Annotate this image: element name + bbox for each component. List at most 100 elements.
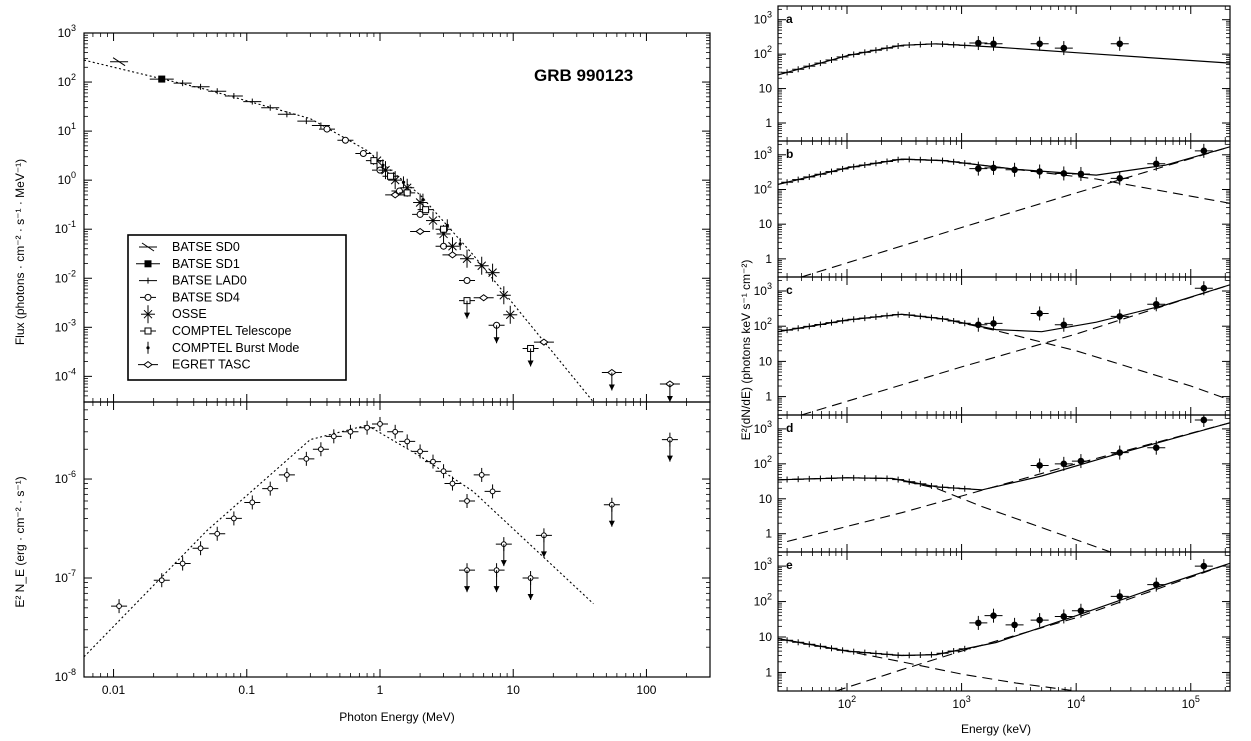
y-tick-label: 102: [58, 72, 76, 89]
legend: BATSE SD0 BATSE SD1 BATSE LAD0 BATSE SD4 OSS…: [127, 234, 347, 381]
low-energy-point: [869, 475, 882, 482]
low-energy-point: [936, 650, 949, 657]
legend-marker: [146, 341, 150, 354]
low-energy-point: [792, 176, 805, 183]
low-energy-point: [847, 163, 860, 170]
low-energy-point: [858, 162, 871, 169]
low-energy-point: [836, 474, 849, 481]
data-point: [1194, 281, 1213, 296]
data-point: [225, 511, 242, 526]
legend-label: BATSE LAD0: [172, 274, 247, 288]
low-energy-point: [792, 66, 805, 73]
low-energy-point: [847, 474, 860, 481]
low-energy-point: [914, 313, 927, 320]
data-point: [473, 294, 494, 302]
data-point: [399, 434, 416, 449]
low-energy-point: [958, 320, 971, 327]
chart-title: GRB 990123: [534, 66, 633, 85]
low-energy-point: [881, 158, 894, 165]
panel-label-b: b: [786, 147, 793, 161]
data-point: [278, 467, 295, 482]
data-point: [1030, 36, 1049, 51]
data-point: [208, 88, 227, 95]
low-energy-point: [836, 317, 849, 324]
low-energy-point: [836, 165, 849, 172]
left-bottom-ticks: 10-8 10-7 10-6 0.01 0.1 1 10 100: [55, 401, 711, 697]
data-point: [1110, 171, 1129, 186]
legend-label: BATSE SD0: [172, 240, 240, 254]
low-energy-point: [847, 648, 860, 655]
model-dashed-curve: [801, 146, 1230, 277]
upper-limit-arrow: [493, 325, 500, 344]
model-dashed-curve: [786, 422, 1230, 543]
low-energy-point: [881, 312, 894, 319]
left-top-marks: [83, 57, 680, 403]
legend-label: OSSE: [172, 307, 207, 321]
data-point: [1110, 36, 1129, 51]
y-tick-label: 1: [765, 665, 772, 679]
data-point: [224, 92, 243, 99]
low-energy-point: [858, 475, 871, 482]
low-energy-point: [869, 313, 882, 320]
upper-limit-arrow: [540, 535, 547, 558]
low-energy-point: [803, 63, 816, 70]
low-energy-point: [781, 69, 794, 76]
data-point: [110, 57, 129, 67]
panel-marks-c: [778, 281, 1230, 415]
low-energy-point: [914, 41, 927, 48]
data-point: [969, 615, 988, 630]
data-point: [458, 237, 462, 250]
y-tick-label: 10-6: [55, 469, 76, 486]
low-energy-point: [881, 651, 894, 658]
low-energy-point: [892, 652, 905, 659]
left-xlabel: Photon Energy (MeV): [339, 710, 454, 724]
data-point: [149, 75, 174, 83]
x-tick-label: 1: [377, 683, 384, 697]
model-curve: [83, 59, 594, 403]
low-energy-point: [903, 478, 916, 485]
legend-marker: [138, 360, 158, 369]
low-energy-point: [803, 323, 816, 330]
data-point: [192, 541, 209, 556]
data-point: [298, 451, 315, 466]
data-point: [442, 251, 463, 259]
left-top-ylabel: Flux (photons · cm⁻² · s⁻¹ · MeV⁻¹): [13, 159, 27, 345]
left-bottom-ylabel: E² N_E (erg · cm⁻² · s⁻¹): [13, 476, 27, 607]
low-energy-point: [925, 651, 938, 658]
x-tick-label: 0.1: [238, 683, 255, 697]
model-curve: [83, 424, 594, 658]
panel-frame-b: [777, 140, 1231, 278]
low-energy-point: [936, 157, 949, 164]
right-marks: [778, 36, 1230, 691]
y-tick-label: 103: [754, 556, 772, 573]
data-point: [342, 424, 359, 439]
low-energy-point: [825, 168, 838, 175]
legend-items: BATSE SD0 BATSE SD1 BATSE LAD0 BATSE SD4 OSS…: [136, 240, 299, 372]
data-point: [1071, 603, 1090, 618]
low-energy-point: [792, 325, 805, 332]
data-point: [1110, 589, 1129, 604]
data-point: [1030, 306, 1049, 321]
low-energy-point: [958, 42, 971, 49]
low-energy-point: [936, 315, 949, 322]
right-frames: [777, 5, 1231, 692]
y-tick-label: 10-7: [55, 568, 76, 585]
low-energy-point: [881, 475, 894, 482]
upper-limit-arrow: [666, 439, 673, 462]
data-point: [984, 160, 1003, 175]
model-solid-curve: [778, 562, 1230, 657]
data-point: [1054, 317, 1073, 332]
data-point: [1194, 143, 1213, 158]
data-point: [426, 211, 441, 230]
model-dashed-curve: [801, 284, 1230, 415]
data-point: [1054, 166, 1073, 181]
data-point: [435, 225, 452, 233]
low-energy-point: [925, 482, 938, 489]
y-tick-label: 10: [759, 217, 773, 231]
low-energy-point: [881, 45, 894, 52]
low-energy-point: [892, 311, 905, 318]
data-point: [359, 420, 376, 435]
data-point: [1147, 297, 1166, 312]
